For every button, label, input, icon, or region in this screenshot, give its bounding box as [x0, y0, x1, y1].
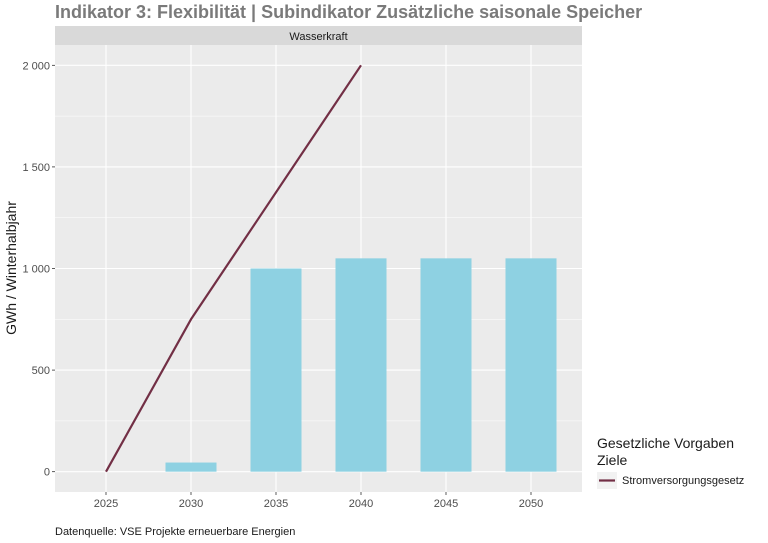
series-lines: [105, 64, 362, 473]
bar-2050: [505, 258, 557, 472]
caption: Datenquelle: VSE Projekte erneuerbare En…: [55, 526, 295, 538]
y-tick-label: 500: [32, 365, 50, 377]
bars: [165, 258, 557, 472]
facet-strip: [55, 26, 582, 45]
y-tick-label: 0: [44, 467, 50, 479]
x-tick-label: 2030: [179, 498, 203, 510]
bar-2045: [420, 258, 472, 472]
x-tick-label: 2025: [94, 498, 118, 510]
facet-label: Wasserkraft: [289, 31, 347, 43]
x-tick-label: 2035: [264, 498, 288, 510]
x-axis-ticks: 2025 2030 2035 2040 2045 2050: [94, 492, 543, 510]
chart-title: Indikator 3: Flexibilität | Subindikator…: [55, 2, 642, 22]
bar-2040: [335, 258, 387, 472]
x-tick-label: 2050: [519, 498, 543, 510]
y-tick-label: 1 500: [22, 162, 50, 174]
y-tick-label: 1 000: [22, 264, 50, 276]
bar-2030: [165, 462, 217, 472]
x-tick-label: 2045: [434, 498, 458, 510]
bar-2035: [250, 268, 302, 472]
y-tick-label: 2 000: [22, 60, 50, 72]
y-axis-label: GWh / Winterhalbjahr: [3, 201, 19, 335]
series-line-0: [105, 64, 362, 473]
x-tick-label: 2040: [349, 498, 373, 510]
legend-title-line2: Ziele: [597, 452, 628, 468]
legend: Gesetzliche Vorgaben Ziele Stromversorgu…: [597, 435, 744, 489]
legend-entry-label: Stromversorgungsgesetz: [622, 475, 744, 487]
legend-title-line1: Gesetzliche Vorgaben: [597, 435, 734, 451]
y-axis-ticks: 0 500 1 000 1 500 2 000: [22, 60, 55, 479]
